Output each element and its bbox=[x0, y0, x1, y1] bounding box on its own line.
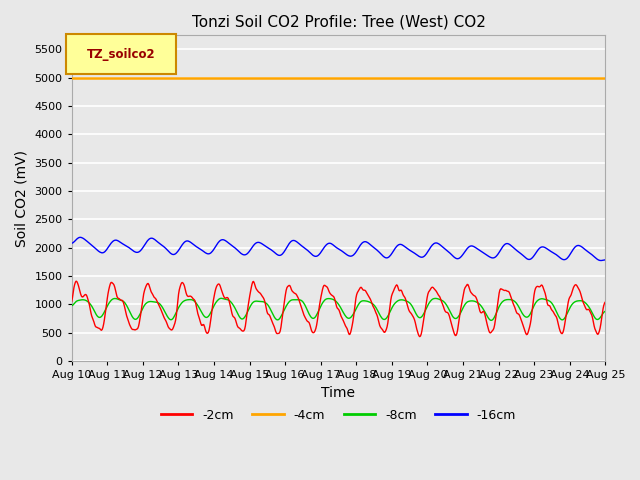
Y-axis label: Soil CO2 (mV): Soil CO2 (mV) bbox=[15, 150, 29, 247]
Text: TZ_soilco2: TZ_soilco2 bbox=[87, 48, 156, 61]
X-axis label: Time: Time bbox=[321, 386, 355, 400]
Legend: -2cm, -4cm, -8cm, -16cm: -2cm, -4cm, -8cm, -16cm bbox=[156, 404, 521, 427]
FancyBboxPatch shape bbox=[67, 34, 176, 74]
Title: Tonzi Soil CO2 Profile: Tree (West) CO2: Tonzi Soil CO2 Profile: Tree (West) CO2 bbox=[191, 15, 485, 30]
